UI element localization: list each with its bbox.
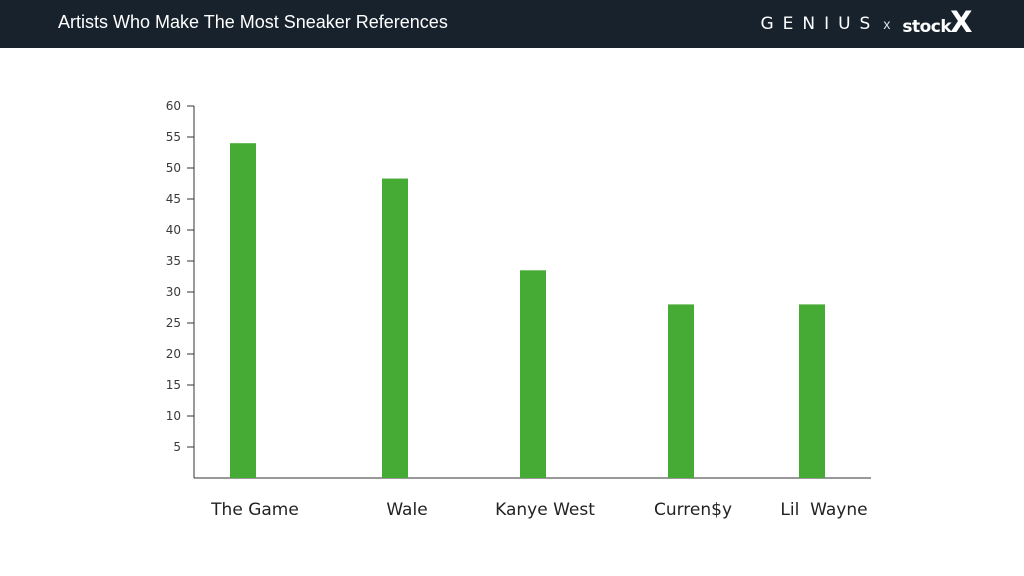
y-tick-label: 25 bbox=[166, 316, 181, 330]
stockx-logo-text: stock bbox=[902, 16, 952, 37]
brand-logos: GENIUS x stockX bbox=[760, 7, 972, 39]
bar bbox=[520, 270, 546, 478]
x-category-label: Lil Wayne bbox=[780, 500, 867, 520]
x-category-label: The Game bbox=[210, 500, 299, 520]
y-tick-label: 35 bbox=[166, 254, 181, 268]
y-tick-label: 30 bbox=[166, 285, 181, 299]
y-tick-label: 5 bbox=[173, 440, 181, 454]
y-tick-label: 15 bbox=[166, 378, 181, 392]
y-tick-label: 50 bbox=[166, 161, 181, 175]
header-bar: Artists Who Make The Most Sneaker Refere… bbox=[0, 0, 1024, 48]
y-tick-label: 40 bbox=[166, 223, 181, 237]
x-category-label: Curren$y bbox=[654, 500, 732, 520]
x-category-label: Kanye West bbox=[495, 500, 595, 520]
bar bbox=[382, 178, 408, 479]
bar bbox=[668, 304, 694, 478]
bar bbox=[230, 143, 256, 478]
y-tick-label: 45 bbox=[166, 192, 181, 206]
y-tick-label: 20 bbox=[166, 347, 181, 361]
y-tick-label: 10 bbox=[166, 409, 181, 423]
genius-logo: GENIUS bbox=[760, 14, 880, 34]
y-tick-label: 55 bbox=[166, 130, 181, 144]
bar bbox=[799, 304, 825, 478]
x-category-label: Wale bbox=[386, 500, 427, 520]
y-tick-label: 60 bbox=[166, 99, 181, 113]
stockx-logo-mark: X bbox=[950, 4, 972, 39]
page-title: Artists Who Make The Most Sneaker Refere… bbox=[58, 12, 448, 32]
stockx-logo: stockX bbox=[902, 7, 972, 37]
brand-separator: x bbox=[883, 16, 891, 32]
